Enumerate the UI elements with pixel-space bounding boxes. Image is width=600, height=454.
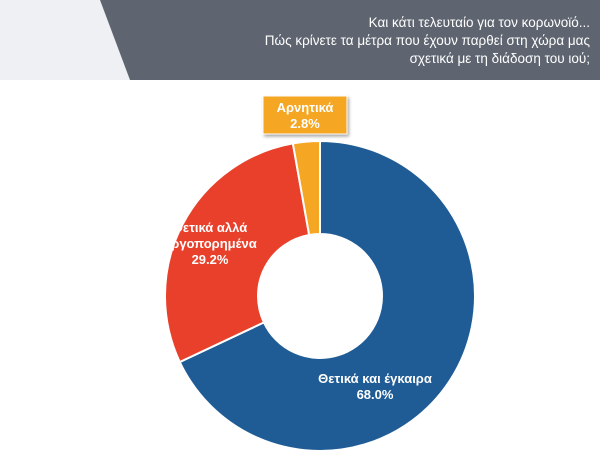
title-line-2: Πώς κρίνετε τα μέτρα που έχουν παρθεί στ… (264, 33, 590, 48)
slice-1 (164, 142, 311, 364)
slice-label-negative-callout: Αρνητικά 2.8% (262, 95, 348, 135)
slice-0-label: Θετικά και έγκαιρα (318, 371, 432, 386)
slice-1-label-line-2: αργοπορημένα (163, 236, 256, 251)
slice-2-value: 2.8% (290, 116, 320, 131)
title-line-1: Και κάτι τελευταίο για τον κορωνοϊό... (368, 15, 590, 30)
slice-1-label-line-1: Θετικά αλλά (173, 220, 247, 235)
negative-callout-box (262, 95, 348, 135)
title-line-3: σχετικά με τη διάδοση του ιού; (409, 51, 590, 66)
donut-slices (164, 139, 476, 452)
slice-label-positive-timely: Θετικά και έγκαιρα 68.0% (318, 371, 432, 402)
slice-2-label: Αρνητικά (277, 100, 334, 115)
slice-1-value: 29.2% (192, 252, 229, 267)
slice-0 (178, 139, 476, 452)
title-banner: Και κάτι τελευταίο για τον κορωνοϊό... Π… (100, 0, 600, 80)
slice-label-positive-late: Θετικά αλλά αργοπορημένα 29.2% (163, 220, 256, 267)
slice-0-value: 68.0% (357, 387, 394, 402)
chart-title: Και κάτι τελευταίο για τον κορωνοϊό... Π… (120, 14, 590, 68)
slice-2 (291, 139, 321, 237)
